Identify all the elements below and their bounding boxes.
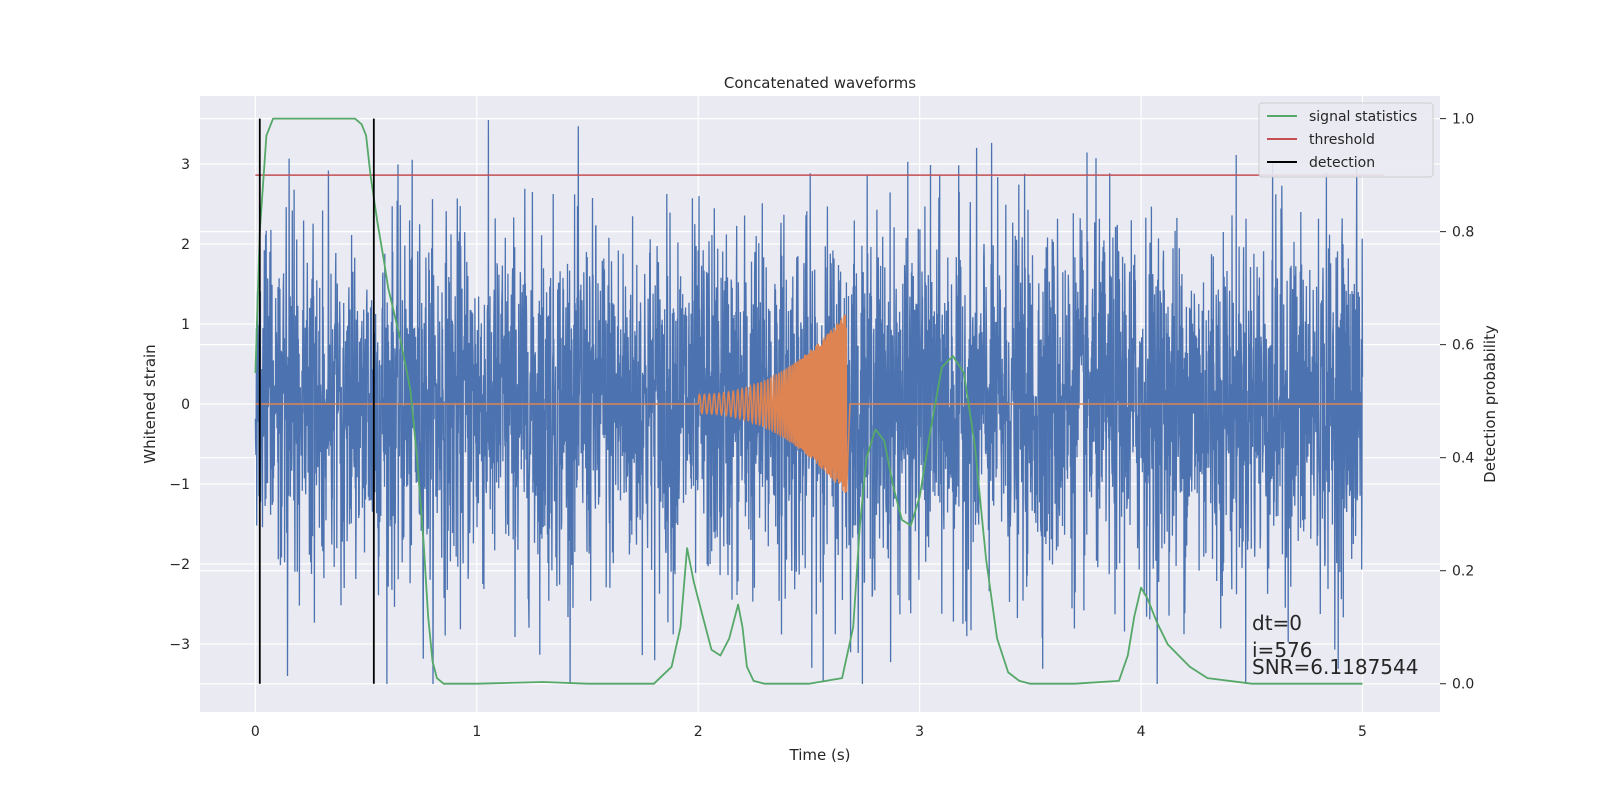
x-tick-label: 0 bbox=[251, 724, 260, 740]
y2-axis-label: Detection probability bbox=[1481, 325, 1499, 483]
legend: signal statistics threshold detection bbox=[1258, 102, 1434, 178]
y2-tick-label: 0.8 bbox=[1452, 225, 1474, 241]
legend-label-signal: signal statistics bbox=[1309, 109, 1417, 125]
x-axis-label: Time (s) bbox=[789, 746, 851, 764]
chart-title: Concatenated waveforms bbox=[724, 74, 916, 92]
x-tick-label: 1 bbox=[472, 724, 481, 740]
annotation-i: i=576 bbox=[1252, 638, 1313, 662]
series-signal-statistics bbox=[254, 117, 1363, 685]
x-tick-label: 2 bbox=[694, 724, 703, 740]
y2-tick-label: 1.0 bbox=[1452, 112, 1474, 128]
y-tick-label: −1 bbox=[169, 477, 190, 493]
series-strain bbox=[254, 119, 1364, 685]
y-tick-label: 0 bbox=[181, 397, 190, 413]
y-tick-label: 2 bbox=[181, 237, 190, 253]
legend-label-detection: detection bbox=[1309, 155, 1375, 171]
annotation-snr: SNR=6.1187544 bbox=[1252, 655, 1418, 679]
y-axis-label: Whitened strain bbox=[141, 344, 159, 463]
y-tick-label: −2 bbox=[169, 557, 190, 573]
y2-tick-label: 0.4 bbox=[1452, 451, 1474, 467]
y-tick-label: −3 bbox=[169, 637, 190, 653]
x-tick-label: 5 bbox=[1358, 724, 1367, 740]
series-layer bbox=[254, 117, 1385, 685]
x-tick-label: 3 bbox=[915, 724, 924, 740]
legend-label-threshold: threshold bbox=[1309, 132, 1375, 148]
annotations: dt=0 i=576 SNR=6.1187544 bbox=[1252, 611, 1418, 679]
series-waveform bbox=[255, 314, 1363, 494]
ticks: 0 1 2 3 4 5 −3 −2 −1 0 1 2 3 0.0 0.2 0.4 0.6 0.8 1.0 bbox=[169, 112, 1474, 740]
annotation-dt: dt=0 bbox=[1252, 611, 1302, 635]
y2-tick-label: 0.6 bbox=[1452, 338, 1474, 354]
y2-tick-label: 0.0 bbox=[1452, 677, 1474, 693]
y2-tick-label: 0.2 bbox=[1452, 564, 1474, 580]
y-tick-label: 3 bbox=[181, 157, 190, 173]
legend-box bbox=[1258, 102, 1434, 178]
y-tick-label: 1 bbox=[181, 317, 190, 333]
x-tick-label: 4 bbox=[1137, 724, 1146, 740]
